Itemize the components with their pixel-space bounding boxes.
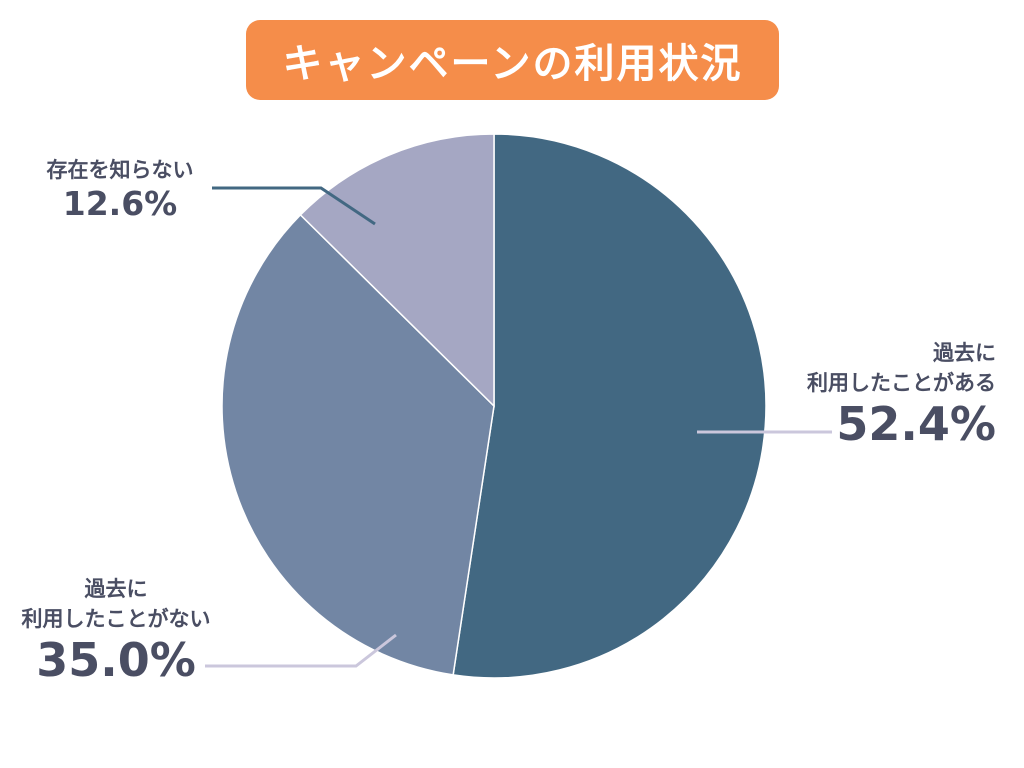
slice-value-label: 52.4% <box>836 397 996 451</box>
slice-value-label: 12.6% <box>62 184 178 223</box>
pie-slice-used-before <box>452 133 767 679</box>
slice-value-label: 35.0% <box>36 633 196 687</box>
chart-title-badge: キャンペーンの利用状況 <box>246 20 779 100</box>
chart-title: キャンペーンの利用状況 <box>282 41 743 87</box>
pie-slice-unaware <box>299 133 495 408</box>
leader-line-never-used <box>205 633 397 668</box>
slice-label-line: 利用したことがない <box>21 607 211 631</box>
slice-label-line: 存在を知らない <box>46 158 194 182</box>
slice-label-never-used: 過去に 利用したことがない 35.0% <box>0 574 232 687</box>
slice-label-line: 過去に <box>84 577 148 601</box>
slice-label-line: 過去に <box>933 341 996 365</box>
leader-line-unaware <box>212 186 376 226</box>
slice-label-used-before: 過去に 利用したことがある 52.4% <box>807 338 996 451</box>
slice-label-line: 利用したことがある <box>807 371 996 395</box>
slice-label-unaware: 存在を知らない 12.6% <box>20 155 220 223</box>
